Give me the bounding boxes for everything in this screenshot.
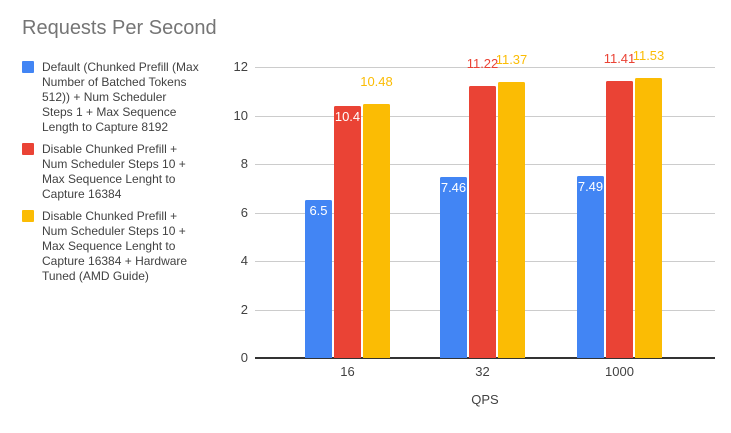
legend-label: Default (Chunked Prefill (Max Number of …: [42, 60, 199, 134]
bar-value-label: 7.49: [577, 179, 604, 195]
legend-item-0: Default (Chunked Prefill (Max Number of …: [22, 60, 220, 135]
bar-value-label: 11.37: [495, 52, 528, 68]
bar-1000-series-1: [606, 81, 633, 358]
bar-32-series-1: [469, 85, 496, 358]
legend: Default (Chunked Prefill (Max Number of …: [22, 60, 220, 291]
bar-value-label: 10.4: [334, 108, 361, 124]
bar-16-series-0: [305, 200, 332, 358]
bar-value-label: 7.46: [440, 180, 467, 196]
bar-value-label: 11.22: [466, 55, 499, 71]
x-axis-tick-label: 32: [475, 364, 490, 379]
x-axis-title: QPS: [471, 392, 499, 407]
bar-16-series-2: [363, 103, 390, 358]
bar-value-label: 11.41: [603, 51, 636, 67]
y-axis-tick-label: 8: [240, 156, 248, 171]
bar-32-series-2: [498, 82, 525, 358]
x-axis-tick-label: 16: [340, 364, 355, 379]
y-axis-tick-label: 4: [240, 253, 248, 268]
legend-label: Disable Chunked Prefill + Num Scheduler …: [42, 209, 188, 283]
y-axis-tick-label: 0: [240, 350, 248, 365]
chart-title: Requests Per Second: [22, 17, 217, 39]
legend-item-1: Disable Chunked Prefill + Num Scheduler …: [22, 142, 220, 202]
legend-label: Disable Chunked Prefill + Num Scheduler …: [42, 142, 186, 201]
y-axis-tick-label: 10: [233, 107, 248, 123]
bar-value-label: 10.48: [360, 73, 393, 89]
y-axis-tick-label: 12: [233, 59, 248, 74]
bar-16-series-1: [334, 105, 361, 358]
bar-1000-series-0: [577, 176, 604, 358]
legend-item-2: Disable Chunked Prefill + Num Scheduler …: [22, 209, 220, 284]
legend-swatch-icon: [22, 143, 34, 155]
bar-value-label: 11.53: [632, 48, 665, 64]
x-axis-line: [255, 357, 715, 359]
x-axis-tick-label: 1000: [605, 364, 634, 379]
gridline-12: [255, 67, 715, 68]
y-axis-tick-label: 2: [240, 301, 248, 317]
legend-swatch-icon: [22, 61, 34, 73]
bar-32-series-0: [440, 177, 467, 358]
bar-1000-series-2: [635, 78, 662, 358]
y-axis-tick-label: 6: [240, 204, 248, 220]
legend-swatch-icon: [22, 210, 34, 222]
bar-value-label: 6.5: [309, 203, 328, 219]
